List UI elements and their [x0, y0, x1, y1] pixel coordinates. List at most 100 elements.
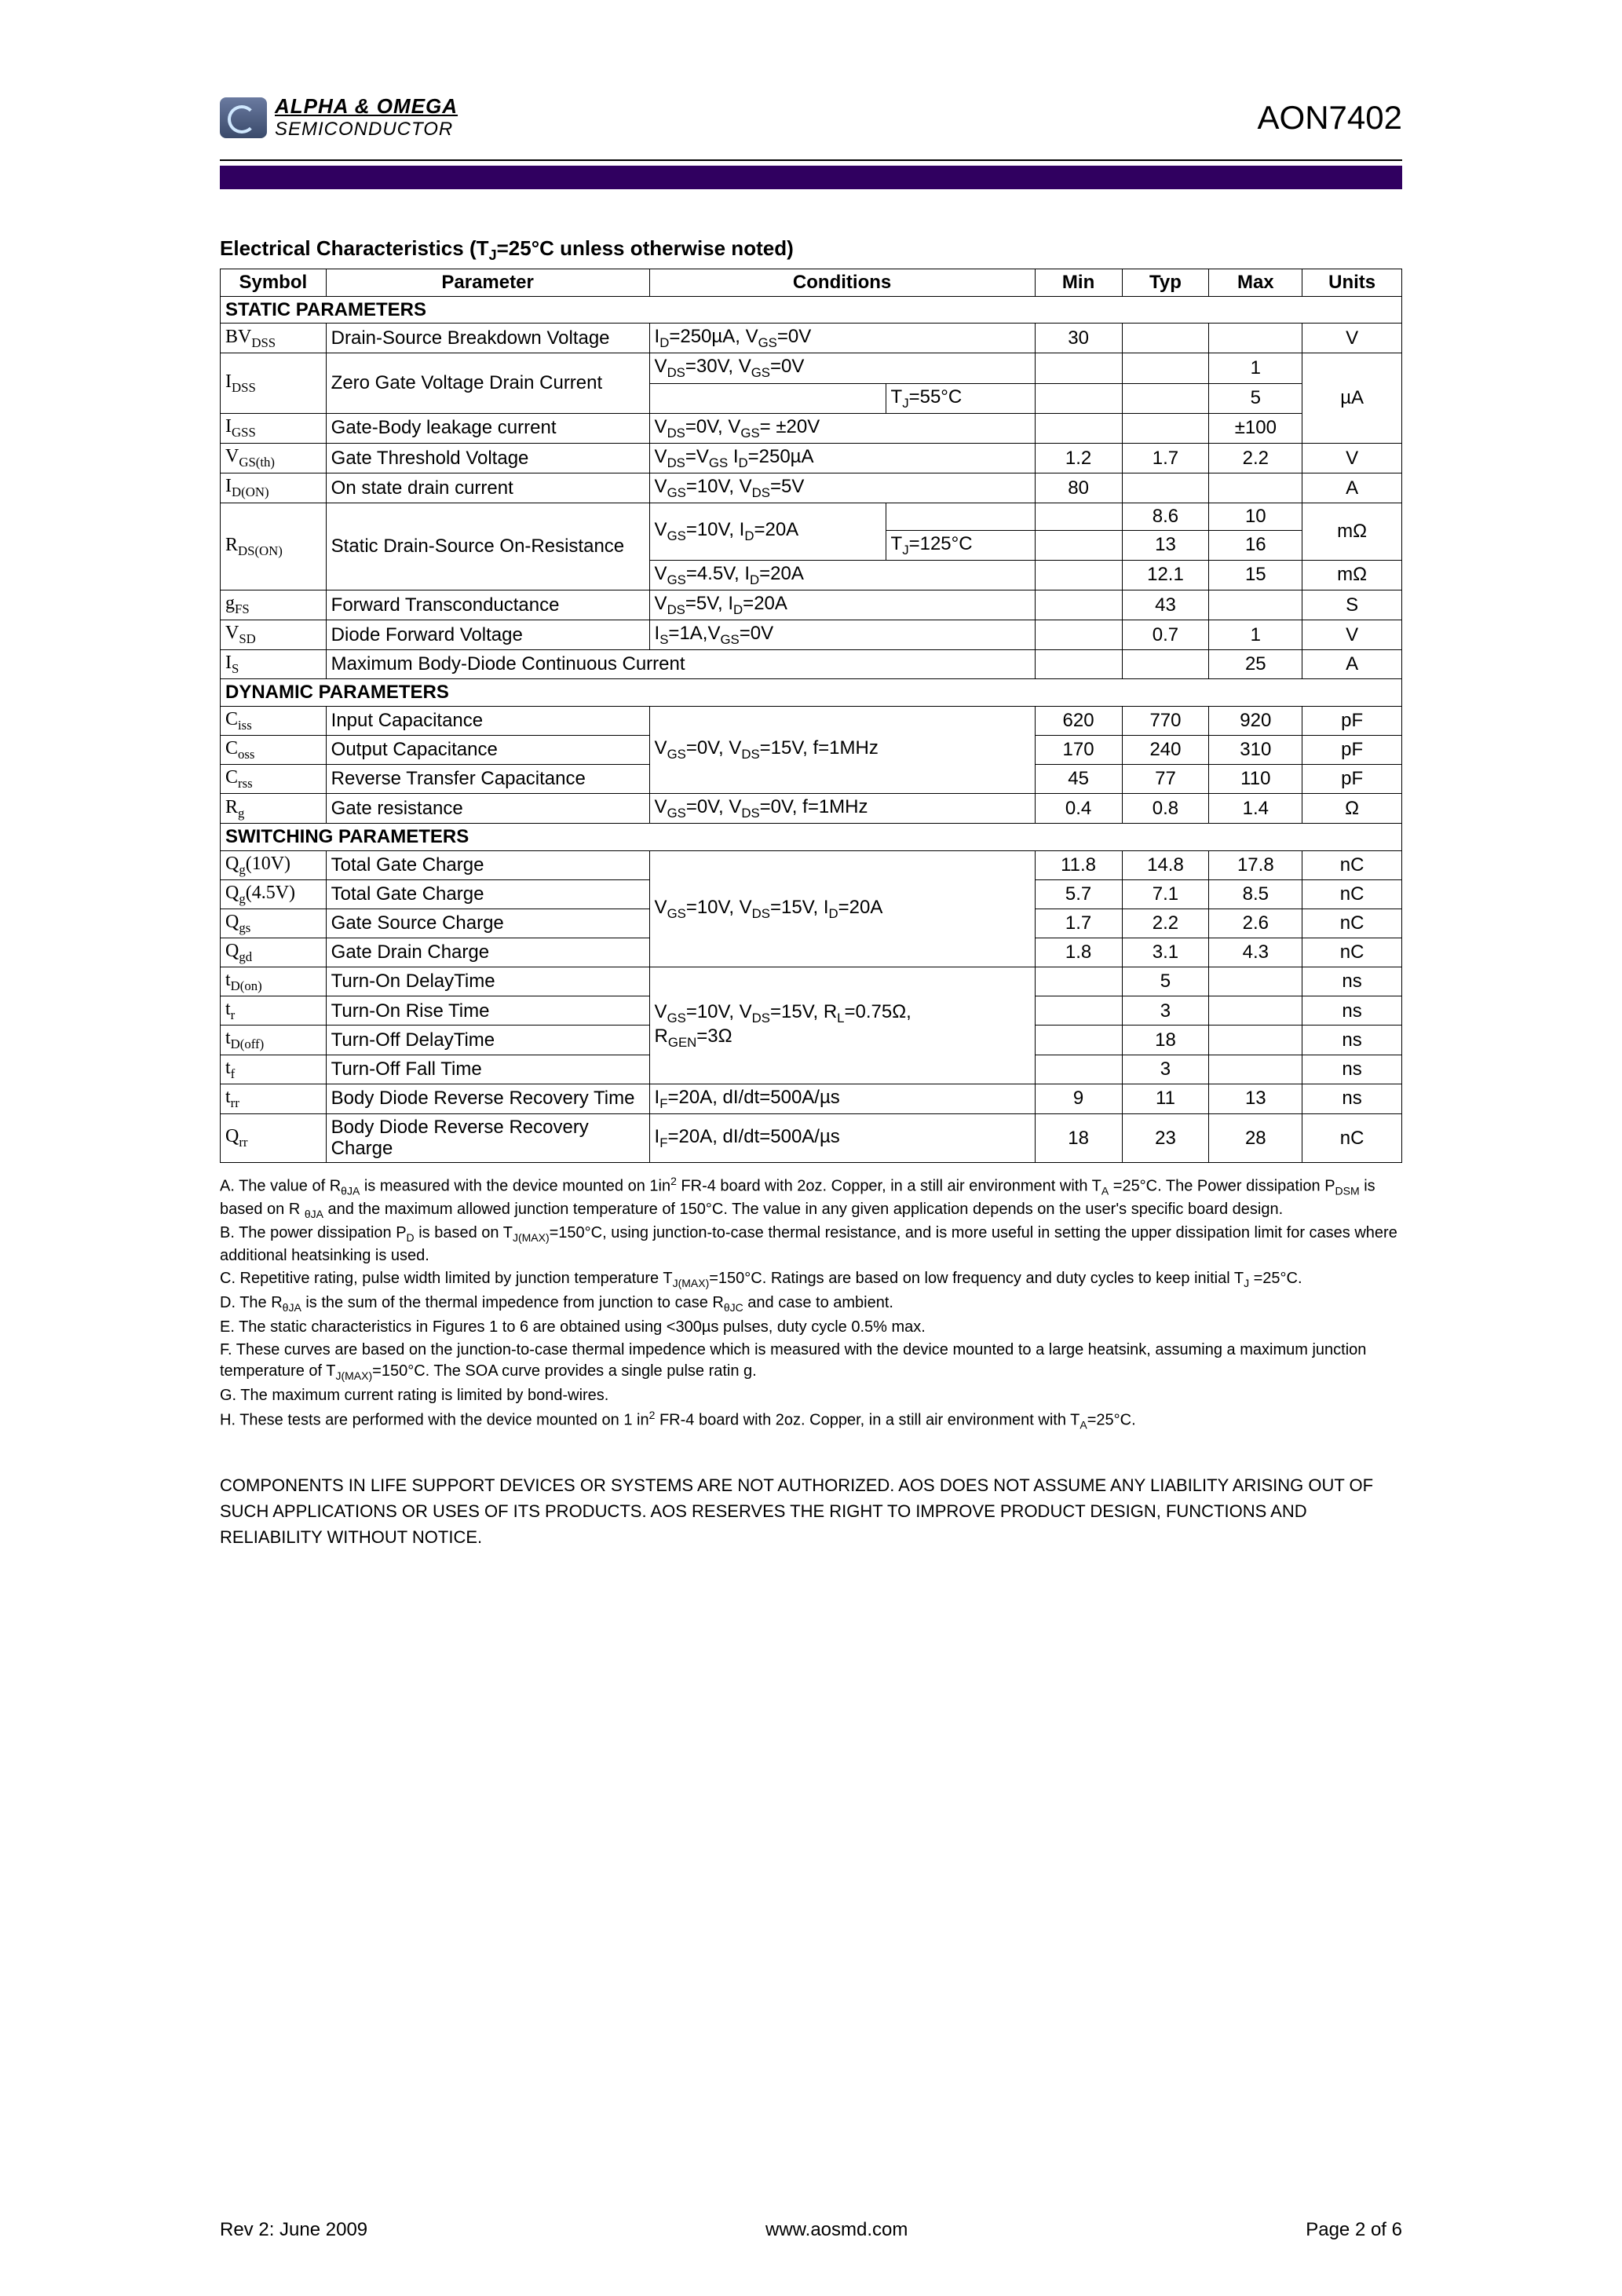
typ: 7.1 — [1122, 879, 1209, 909]
param: Maximum Body-Diode Continuous Current — [326, 650, 1035, 679]
row-gfs: gFS Forward Transconductance VDS=5V, ID=… — [221, 590, 1402, 620]
sym: Crss — [221, 764, 327, 793]
min — [1035, 996, 1122, 1026]
typ — [1122, 383, 1209, 413]
max — [1209, 1026, 1302, 1055]
cond: VDS=VGS ID=250µA — [649, 443, 1035, 473]
typ — [1122, 650, 1209, 679]
note-f: F. These curves are based on the junctio… — [220, 1340, 1402, 1384]
min — [1035, 620, 1122, 649]
max — [1209, 324, 1302, 353]
row-trr: trr Body Diode Reverse Recovery Time IF=… — [221, 1084, 1402, 1113]
param: Gate Drain Charge — [326, 938, 649, 967]
sym: tr — [221, 996, 327, 1026]
min — [1035, 503, 1122, 531]
min: 1.7 — [1035, 909, 1122, 938]
min: 620 — [1035, 706, 1122, 735]
max: 310 — [1209, 735, 1302, 764]
min: 1.8 — [1035, 938, 1122, 967]
unit: nC — [1302, 1113, 1402, 1162]
typ: 8.6 — [1122, 503, 1209, 531]
unit: nC — [1302, 850, 1402, 879]
sym: gFS — [221, 590, 327, 620]
unit: ns — [1302, 1055, 1402, 1084]
param: Zero Gate Voltage Drain Current — [326, 353, 649, 413]
row-idon: ID(ON) On state drain current VGS=10V, V… — [221, 473, 1402, 503]
max: 5 — [1209, 383, 1302, 413]
header-rule — [220, 159, 1402, 161]
note-e: E. The static characteristics in Figures… — [220, 1317, 1402, 1338]
unit: µA — [1302, 353, 1402, 443]
param: Diode Forward Voltage — [326, 620, 649, 649]
note-a: A. The value of RθJA is measured with th… — [220, 1174, 1402, 1221]
min — [1035, 530, 1122, 560]
min: 170 — [1035, 735, 1122, 764]
unit: V — [1302, 324, 1402, 353]
param: Gate-Body leakage current — [326, 413, 649, 443]
min — [1035, 1055, 1122, 1084]
unit: pF — [1302, 735, 1402, 764]
sym: VGS(th) — [221, 443, 327, 473]
sym: IGSS — [221, 413, 327, 443]
unit: pF — [1302, 764, 1402, 793]
min: 11.8 — [1035, 850, 1122, 879]
unit: ns — [1302, 967, 1402, 996]
max: 1 — [1209, 620, 1302, 649]
row-qrr: Qrr Body Diode Reverse Recovery Charge I… — [221, 1113, 1402, 1162]
unit: A — [1302, 650, 1402, 679]
max: 17.8 — [1209, 850, 1302, 879]
footer-right: Page 2 of 6 — [1306, 2219, 1402, 2241]
datasheet-page: ALPHA & OMEGA SEMICONDUCTOR AON7402 Elec… — [0, 0, 1622, 2296]
sym: Qg(4.5V) — [221, 879, 327, 909]
title-sub: J — [489, 247, 497, 263]
min — [1035, 1026, 1122, 1055]
param: Drain-Source Breakdown Voltage — [326, 324, 649, 353]
max — [1209, 967, 1302, 996]
logo-line1: ALPHA & OMEGA — [275, 94, 458, 119]
param: Forward Transconductance — [326, 590, 649, 620]
unit: mΩ — [1302, 560, 1402, 590]
sym: RDS(ON) — [221, 503, 327, 590]
typ: 14.8 — [1122, 850, 1209, 879]
logo-text: ALPHA & OMEGA SEMICONDUCTOR — [275, 94, 458, 141]
section-dynamic: DYNAMIC PARAMETERS — [221, 679, 1402, 707]
sym: Qrr — [221, 1113, 327, 1162]
min — [1035, 590, 1122, 620]
min — [1035, 650, 1122, 679]
footer-left: Rev 2: June 2009 — [220, 2219, 367, 2241]
cond-temp: TJ=55°C — [886, 383, 1035, 413]
max: 13 — [1209, 1084, 1302, 1113]
param: Input Capacitance — [326, 706, 649, 735]
max: 16 — [1209, 530, 1302, 560]
sym: Qgd — [221, 938, 327, 967]
typ: 43 — [1122, 590, 1209, 620]
cond: IF=20A, dI/dt=500A/µs — [649, 1113, 1035, 1162]
typ — [1122, 324, 1209, 353]
section-static-label: STATIC PARAMETERS — [221, 296, 1402, 324]
param: Turn-Off DelayTime — [326, 1026, 649, 1055]
typ — [1122, 413, 1209, 443]
param: Turn-On DelayTime — [326, 967, 649, 996]
section-static: STATIC PARAMETERS — [221, 296, 1402, 324]
min — [1035, 967, 1122, 996]
sym: Ciss — [221, 706, 327, 735]
param: Gate resistance — [326, 794, 649, 824]
note-c: C. Repetitive rating, pulse width limite… — [220, 1268, 1402, 1291]
sym: Rg — [221, 794, 327, 824]
row-bvdss: BVDSS Drain-Source Breakdown Voltage ID=… — [221, 324, 1402, 353]
section-dynamic-label: DYNAMIC PARAMETERS — [221, 679, 1402, 707]
page-header: ALPHA & OMEGA SEMICONDUCTOR AON7402 — [220, 94, 1402, 141]
min: 0.4 — [1035, 794, 1122, 824]
sym: VSD — [221, 620, 327, 649]
logo-line2: SEMICONDUCTOR — [275, 119, 458, 141]
unit: nC — [1302, 879, 1402, 909]
typ: 3.1 — [1122, 938, 1209, 967]
min: 5.7 — [1035, 879, 1122, 909]
row-vsd: VSD Diode Forward Voltage IS=1A,VGS=0V 0… — [221, 620, 1402, 649]
min: 45 — [1035, 764, 1122, 793]
col-max: Max — [1209, 269, 1302, 297]
param: Total Gate Charge — [326, 879, 649, 909]
title-suffix: =25°C unless otherwise noted) — [497, 236, 794, 260]
typ: 1.7 — [1122, 443, 1209, 473]
param: Gate Threshold Voltage — [326, 443, 649, 473]
